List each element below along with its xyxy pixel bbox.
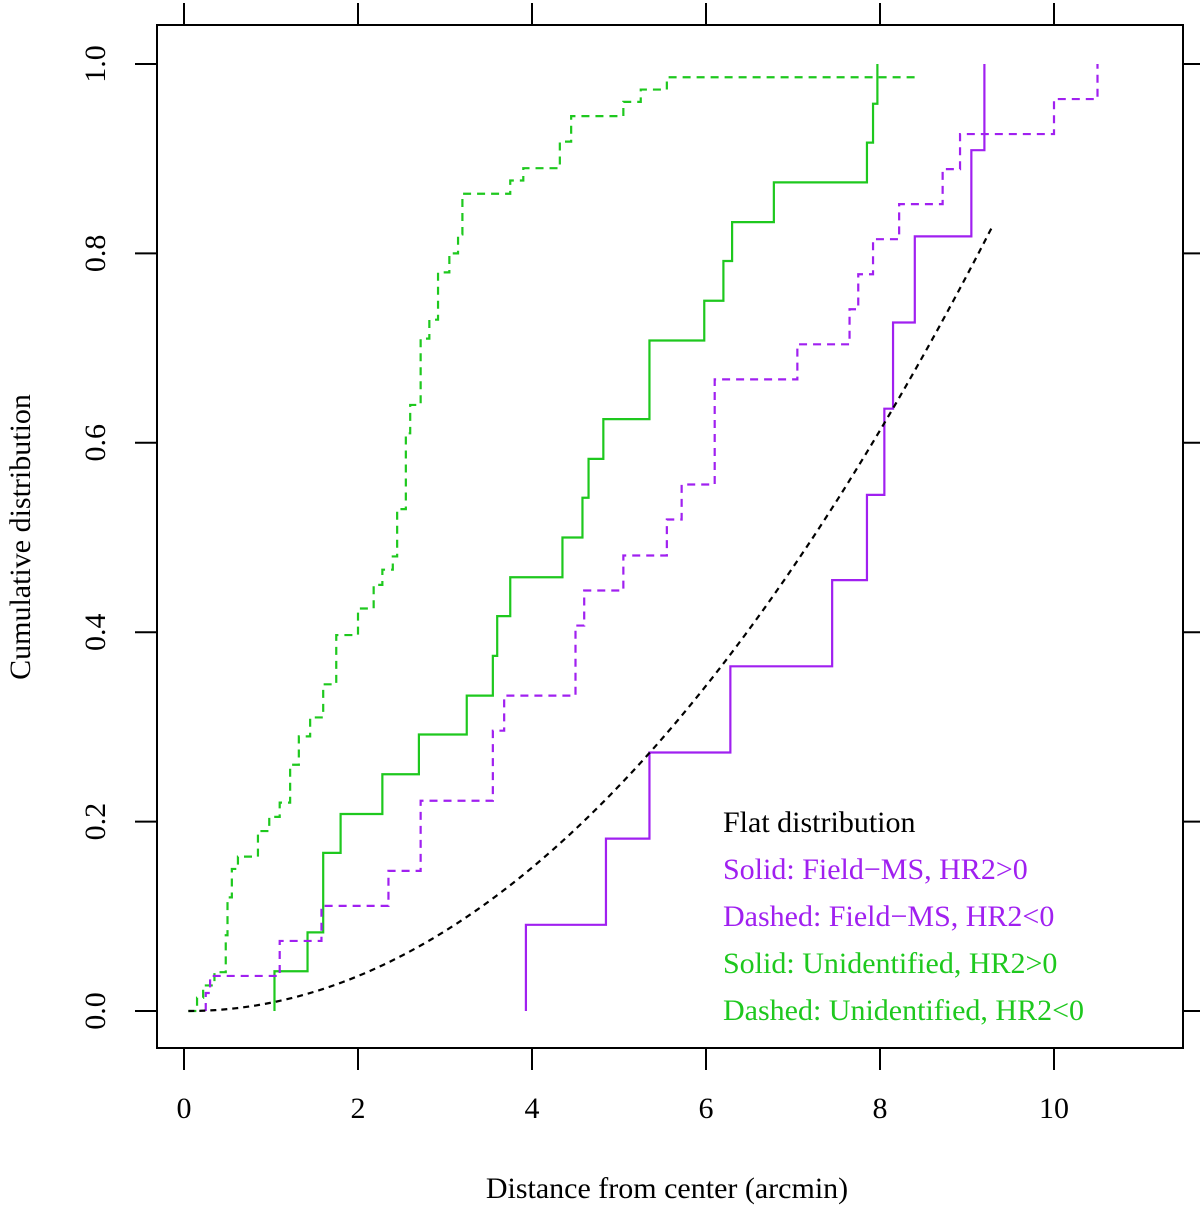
axes-layer: 0 2 4 6 8 10 0.0 0.2 0.4 0.6 0.8 1.0: [79, 3, 1200, 1125]
y-tick-label: 0.6: [79, 424, 112, 462]
series-line-solid-field-ms-hr2-0: [524, 64, 986, 1011]
series-line-dashed-unidentified-hr2-0: [188, 76, 915, 1013]
legend-entry: Solid: Field−MS, HR2>0: [723, 853, 1028, 886]
y-tick-label: 0.0: [79, 992, 112, 1030]
x-tick-label: 0: [177, 1092, 192, 1125]
x-tick-label: 8: [873, 1092, 888, 1125]
y-tick-label: 0.4: [79, 613, 112, 651]
x-tick-label: 2: [351, 1092, 366, 1125]
x-tick-label: 6: [699, 1092, 714, 1125]
series-layer: [188, 64, 1099, 1013]
legend-entry: Solid: Unidentified, HR2>0: [723, 947, 1057, 980]
legend-entry: Dashed: Unidentified, HR2<0: [723, 994, 1084, 1027]
legend: Flat distribution Solid: Field−MS, HR2>0 D…: [723, 806, 1084, 1027]
series-line-dashed-field-ms-hr2-0: [204, 64, 1099, 1011]
x-axis-label: Distance from center (arcmin): [486, 1172, 848, 1205]
x-tick-label: 4: [525, 1092, 540, 1125]
legend-entry: Flat distribution: [723, 806, 916, 839]
y-axis-label: Cumulative distribution: [4, 394, 37, 680]
plot-frame: [156, 24, 1184, 1049]
series-line-flat-distribution: [188, 224, 995, 1013]
legend-entry: Dashed: Field−MS, HR2<0: [723, 900, 1054, 933]
y-tick-label: 0.2: [79, 803, 112, 841]
x-tick-label: 10: [1039, 1092, 1069, 1125]
y-tick-label: 1.0: [79, 45, 112, 83]
y-tick-label: 0.8: [79, 235, 112, 273]
series-line-solid-unidentified-hr2-0: [273, 64, 879, 1011]
